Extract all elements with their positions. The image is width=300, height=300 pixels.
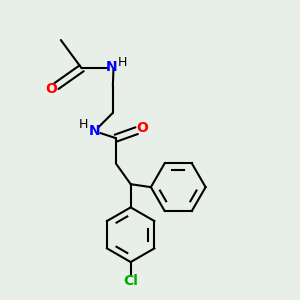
Text: O: O — [136, 121, 148, 135]
Text: N: N — [89, 124, 101, 138]
Text: Cl: Cl — [123, 274, 138, 288]
Text: H: H — [118, 56, 127, 69]
Text: O: O — [45, 82, 57, 96]
Text: H: H — [79, 118, 88, 130]
Text: N: N — [106, 60, 117, 74]
